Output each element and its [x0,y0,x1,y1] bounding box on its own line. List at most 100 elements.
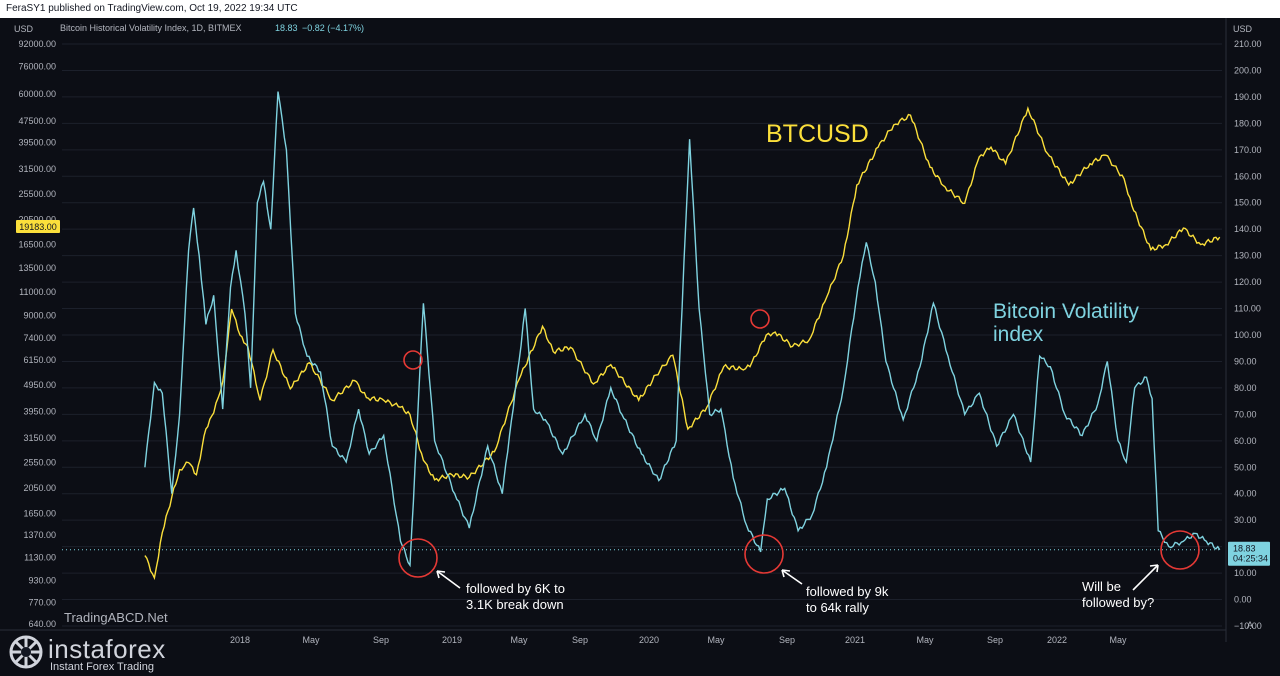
left-axis-tick: 16500.00 [18,240,56,250]
btcusd-line [144,106,1221,581]
left-axis-tick: 7400.00 [23,333,56,343]
right-axis-tick: 0.00 [1234,595,1252,605]
annotation-text: to 64k rally [806,600,869,615]
volatility-line [144,91,1221,568]
highlight-circle [744,534,784,574]
time-axis-tick: Sep [779,635,795,645]
left-axis-tick: 25500.00 [18,189,56,199]
right-axis-tick: 70.00 [1234,409,1257,419]
right-axis-unit: USD [1233,24,1253,34]
time-axis-tick: Sep [373,635,389,645]
left-axis-tick: 13500.00 [18,263,56,273]
right-axis-tick: 100.00 [1234,330,1262,340]
annotation-arrow [781,569,803,585]
right-axis-tick: 150.00 [1234,198,1262,208]
btc-price-label: 19183.00 [19,222,57,232]
left-axis-tick: 47500.00 [18,116,56,126]
last-value-marker [1228,541,1270,566]
highlight-circle [1160,530,1200,570]
right-axis-tick: 200.00 [1234,65,1262,75]
annotation-text: 3.1K break down [466,597,564,612]
left-axis-tick: 6150.00 [23,355,56,365]
time-axis-tick: 2021 [845,635,865,645]
annotation-arrow [436,570,461,589]
left-axis-tick: 1650.00 [23,508,56,518]
grid [62,43,1222,627]
left-axis-tick: 640.00 [28,619,56,629]
annotation-text: followed by 9k [806,584,889,599]
time-axis-tick: May [1109,635,1127,645]
brand-name: instaforex [48,634,166,664]
right-axis-tick: 170.00 [1234,145,1262,155]
left-price-axis[interactable]: USD 92000.00 76000.00 60000.00 47500.00 39500… [0,18,62,642]
publisher-bar: FeraSY1 published on TradingView.com, Oc… [0,0,1280,18]
annotation-arrowhead [436,570,446,579]
last-value-label: 18.83 [1233,544,1256,554]
left-axis-tick: 76000.00 [18,61,56,71]
left-axis-unit: USD [14,24,34,34]
legend-title[interactable]: Bitcoin Historical Volatility Index, 1D,… [60,23,242,33]
left-axis-tick: 20500.00 [18,214,56,224]
highlight-circle [750,309,770,329]
annotation-text: Will be [1082,579,1121,594]
right-axis-tick: 60.00 [1234,436,1257,446]
time-axis-tick: Sep [987,635,1003,645]
time-axis-tick: Sep [572,635,588,645]
auto-scale-button: A [1247,620,1253,630]
left-axis-tick: 4950.00 [23,380,56,390]
left-axis-tick: 1370.00 [23,530,56,540]
series-layer [144,91,1221,581]
right-axis-tick: 160.00 [1234,171,1262,181]
left-axis-tick: 60000.00 [18,89,56,99]
chart-background [0,18,1280,676]
annotation-text: followed by 6K to [466,581,565,596]
right-axis-tick: 210.00 [1234,39,1262,49]
time-axis[interactable]: 2018 May Sep 2019 May Sep 2020 May Sep 2021 May Sep… [0,629,1226,645]
time-axis-tick: 2019 [442,635,462,645]
left-axis-background [0,18,62,642]
right-price-axis[interactable]: USD 210.00 200.00 190.00 180.00 170.00 160.00 1… [62,18,1270,642]
brand-tagline: Instant Forex Trading [50,661,154,673]
btc-price-marker [16,220,60,234]
left-axis-tick: 39500.00 [18,138,56,148]
time-axis-tick: May [707,635,725,645]
watermark: TradingABCD.Net [64,610,168,625]
right-axis-tick: 80.00 [1234,383,1257,393]
chart-area[interactable]: USD 92000.00 76000.00 60000.00 47500.00 39500… [0,18,1280,676]
legend-change: −0.82 (−4.17%) [302,23,364,33]
left-axis-tick: 11000.00 [19,287,56,297]
right-axis-tick: 130.00 [1234,251,1262,261]
instaforex-logo-icon [9,635,43,669]
time-axis-tick: May [916,635,934,645]
legend-last-value: 18.83 [275,23,298,33]
left-axis-tick: 3150.00 [23,433,56,443]
left-axis-tick: 3950.00 [23,407,56,417]
left-axis-tick: 2050.00 [23,483,56,493]
time-axis-tick: 2022 [1047,635,1067,645]
annotation-arrowhead [781,569,791,578]
left-axis-tick: 9000.00 [23,310,56,320]
time-axis-tick: 2018 [230,635,250,645]
publisher-line: FeraSY1 published on TradingView.com, Oc… [6,3,298,14]
right-axis-tick: 180.00 [1234,118,1262,128]
highlight-circle [403,350,423,370]
right-axis-tick: 40.00 [1234,489,1257,499]
left-axis-tick: 1130.00 [24,553,56,563]
annotation-arrowhead [1149,564,1159,573]
btcusd-label: BTCUSD [766,120,869,148]
time-axis-tick: May [510,635,528,645]
left-axis-tick: 770.00 [28,597,56,607]
countdown-label: 04:25:34 [1233,554,1268,564]
right-axis-tick: 110.00 [1234,304,1261,314]
right-axis-tick: 50.00 [1234,462,1257,472]
time-axis-tick: May [302,635,320,645]
left-axis-tick: 930.00 [28,575,56,585]
volatility-label-line1: Bitcoin Volatility [993,300,1139,323]
right-axis-tick: 120.00 [1234,277,1262,287]
highlight-circle [398,538,438,578]
right-axis-tick: 10.00 [1234,568,1257,578]
annotation-text: followed by? [1082,595,1154,610]
right-axis-tick: 30.00 [1234,515,1257,525]
instaforex-brand: instaforex Instant Forex Trading [6,630,181,674]
